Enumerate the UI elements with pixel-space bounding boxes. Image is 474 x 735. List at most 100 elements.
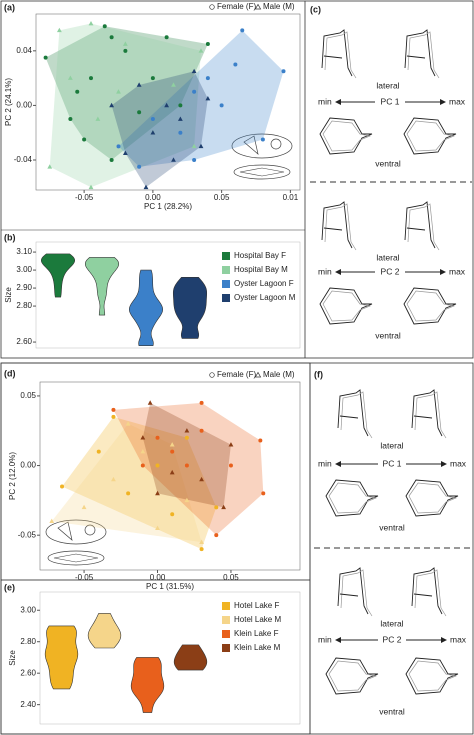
point — [125, 421, 131, 426]
point — [191, 68, 197, 74]
x-axis-label: PC 1 (31.5%) — [146, 582, 194, 591]
point — [111, 414, 116, 419]
point — [198, 143, 204, 149]
point — [184, 428, 190, 433]
point — [170, 449, 175, 454]
violin — [44, 625, 79, 690]
point — [102, 24, 107, 29]
view-label: ventral — [375, 330, 401, 340]
shape-ventral — [319, 117, 373, 155]
legend-label: Hospital Bay M — [234, 265, 288, 274]
point — [56, 27, 62, 33]
max-label: max — [450, 458, 467, 468]
point — [137, 164, 142, 169]
max-label: max — [449, 266, 466, 276]
point — [198, 48, 204, 53]
point — [111, 407, 116, 412]
point — [116, 144, 121, 149]
x-tick-label: 0.05 — [223, 573, 239, 582]
legend-swatch — [222, 630, 230, 638]
panel-label: (b) — [4, 232, 16, 242]
point — [140, 449, 146, 454]
legend-label: Male (M) — [263, 370, 295, 379]
y-axis-label: PC 2 (24.1%) — [4, 78, 13, 126]
violin — [40, 253, 76, 298]
legend-marker — [254, 3, 262, 10]
legend-swatch — [222, 602, 230, 610]
point — [111, 476, 116, 482]
point — [82, 137, 87, 142]
point — [150, 117, 155, 122]
point — [192, 89, 197, 94]
panel-label: (f) — [314, 369, 323, 379]
point — [199, 428, 204, 433]
point — [199, 547, 204, 552]
min-label: min — [318, 266, 332, 276]
hull — [51, 423, 202, 543]
shape-ventral — [405, 479, 459, 517]
point — [126, 491, 131, 496]
point — [143, 184, 149, 190]
max-label: max — [449, 96, 466, 106]
axis-label: PC 2 — [381, 266, 400, 276]
x-tick-label: -0.05 — [75, 573, 94, 582]
shape-ventral — [405, 657, 459, 695]
point — [205, 76, 210, 81]
legend-label: Hotel Lake F — [234, 601, 279, 610]
point — [96, 449, 101, 454]
point — [88, 184, 94, 190]
shape-ventral — [403, 117, 457, 155]
y-tick-label: 2.40 — [20, 700, 36, 709]
panel-label: (c) — [310, 4, 321, 14]
y-tick-label: 2.90 — [16, 283, 32, 292]
violin — [130, 657, 165, 713]
x-axis-label: PC 1 (28.2%) — [144, 202, 192, 211]
shape-lateral — [404, 201, 440, 251]
point — [199, 539, 204, 544]
panel-label: (a) — [4, 2, 15, 12]
plot-frame — [35, 13, 301, 191]
point — [260, 137, 265, 142]
point — [221, 504, 227, 510]
legend-label: Oyster Lagoon M — [234, 293, 296, 302]
hull — [111, 71, 208, 188]
shape-lateral — [411, 567, 447, 617]
point — [192, 157, 197, 162]
legend-label: Male (M) — [263, 2, 295, 11]
point — [169, 469, 175, 475]
violin — [128, 269, 164, 346]
point — [122, 41, 128, 46]
specimen-icon — [45, 519, 107, 566]
legend-label: Female (F) — [217, 2, 256, 11]
legend-label: Klein Lake F — [234, 629, 279, 638]
point — [191, 143, 197, 149]
shape-lateral — [321, 201, 357, 251]
legend-swatch — [222, 266, 230, 274]
y-axis-label: Size — [4, 287, 13, 303]
legend-label: Klein Lake M — [234, 643, 281, 652]
point — [155, 435, 160, 440]
point — [199, 400, 204, 405]
point — [67, 75, 73, 80]
plot-frame — [39, 591, 301, 725]
plot-frame — [39, 381, 301, 571]
legend-marker — [209, 4, 215, 10]
max-label: max — [450, 634, 467, 644]
shape-ventral — [325, 479, 379, 517]
point — [109, 157, 114, 162]
hull — [49, 23, 201, 188]
point — [122, 150, 128, 155]
shape-lateral — [337, 389, 373, 439]
y-axis-label: Size — [8, 650, 17, 666]
point — [171, 82, 176, 87]
point — [89, 76, 93, 81]
point — [150, 76, 155, 81]
point — [123, 48, 128, 53]
point — [155, 525, 160, 531]
point — [184, 497, 190, 503]
point — [184, 463, 189, 468]
hull — [45, 26, 208, 160]
y-tick-label: 2.60 — [20, 668, 36, 677]
point — [136, 82, 142, 87]
point — [60, 484, 65, 489]
